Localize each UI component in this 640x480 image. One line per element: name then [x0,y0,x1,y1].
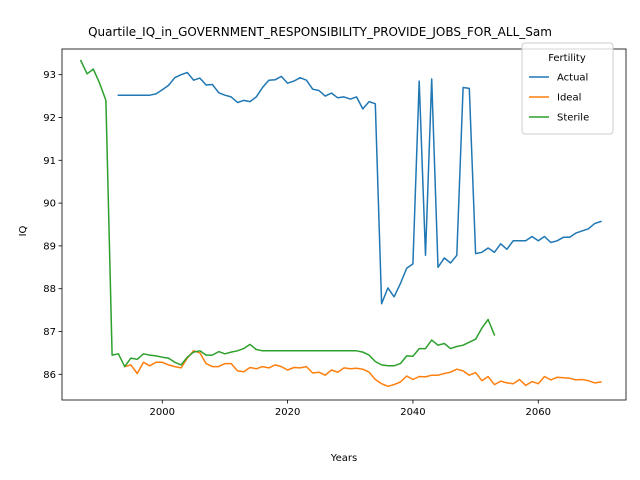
y-axis-label: IQ [18,225,29,236]
y-tick-label: 89 [43,241,56,252]
legend: Fertility Actual Ideal Sterile [521,42,614,135]
series-line-ideal [123,350,602,388]
x-tick-label: 2020 [275,407,300,418]
x-tick-label: 2000 [150,407,175,418]
chart-title: Quartile_IQ_in_GOVERNMENT_RESPONSIBILITY… [88,25,552,39]
y-axis: 86 87 88 89 90 91 92 93 [43,70,62,381]
legend-label-ideal: Ideal [557,93,581,104]
legend-title: Fertility [548,53,586,64]
legend-label-actual: Actual [557,73,588,84]
legend-label-sterile: Sterile [557,113,589,124]
y-tick-label: 88 [43,284,56,295]
plot-lines [79,59,602,388]
y-tick-label: 91 [43,156,56,167]
x-tick-label: 2060 [526,407,551,418]
y-tick-label: 92 [43,113,56,124]
y-tick-label: 90 [43,199,56,210]
series-line-actual [117,71,602,305]
x-axis-label: Years [330,453,357,464]
x-tick-label: 2040 [400,407,425,418]
y-tick-label: 93 [43,70,56,81]
x-axis: 2000 2020 2040 2060 [150,400,551,418]
y-tick-label: 86 [43,370,56,381]
series-line-sterile [79,59,496,368]
y-tick-label: 87 [43,327,56,338]
plot-frame [61,48,627,401]
legend-box [521,42,614,135]
